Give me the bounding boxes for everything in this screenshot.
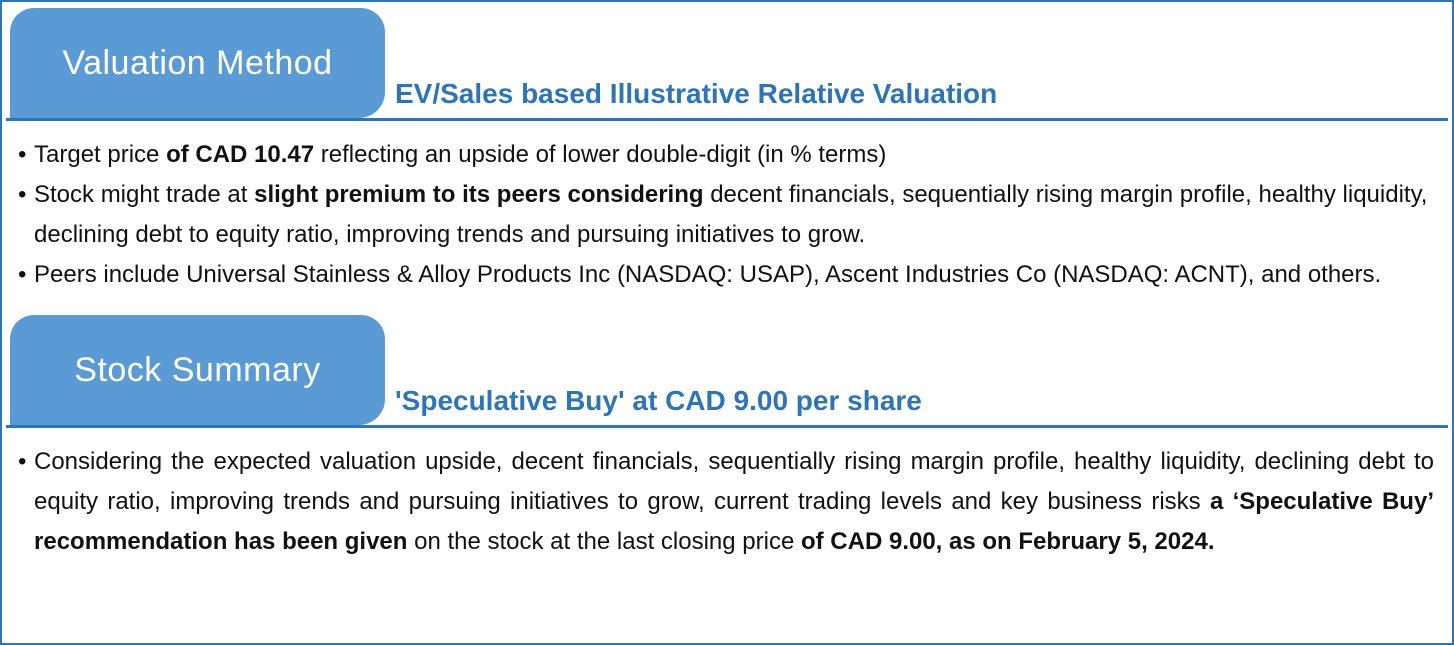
bullet-marker: •: [18, 181, 27, 208]
valuation-bullet-list: • Target price of CAD 10.47 reflecting a…: [2, 121, 1452, 301]
text-segment: Stock might trade at: [34, 181, 255, 208]
stock-summary-tab-label: Stock Summary: [74, 350, 321, 389]
bullet-marker: •: [18, 448, 27, 475]
text-segment: reflecting an upside of lower double-dig…: [314, 141, 887, 168]
text-segment: on the stock at the last closing price: [407, 528, 801, 555]
bullet-target-price: • Target price of CAD 10.47 reflecting a…: [18, 135, 1434, 175]
bullet-marker: •: [18, 261, 27, 288]
text-segment: Considering the expected valuation upsid…: [34, 448, 1434, 515]
bullet-peers-list: • Peers include Universal Stainless & Al…: [18, 255, 1434, 295]
valuation-method-tab-label: Valuation Method: [62, 43, 333, 82]
bullet-recommendation-text: Considering the expected valuation upsid…: [34, 442, 1434, 562]
text-segment: Peers include Universal Stainless & Allo…: [34, 261, 1382, 288]
valuation-method-tab: Valuation Method: [10, 8, 385, 118]
summary-header-divider: [6, 425, 1448, 428]
valuation-header-divider: [6, 118, 1448, 121]
text-segment-bold: slight premium to its peers considering: [254, 181, 704, 208]
text-segment: decent financials, sequentially rising m…: [34, 181, 1428, 248]
stock-summary-subtitle: 'Speculative Buy' at CAD 9.00 per share: [395, 385, 922, 416]
bullet-peer-premium-text: Stock might trade at slight premium to i…: [34, 175, 1434, 255]
bullet-peers-list-text: Peers include Universal Stainless & Allo…: [34, 255, 1434, 295]
text-segment: Target price: [34, 141, 167, 168]
bullet-recommendation: • Considering the expected valuation ups…: [18, 442, 1434, 562]
bullet-marker: •: [18, 141, 27, 168]
valuation-method-section: Valuation Method EV/Sales based Illustra…: [2, 8, 1452, 301]
valuation-method-subtitle: EV/Sales based Illustrative Relative Val…: [395, 78, 998, 109]
stock-summary-section: Stock Summary 'Speculative Buy' at CAD 9…: [2, 315, 1452, 568]
stock-summary-header: Stock Summary 'Speculative Buy' at CAD 9…: [10, 315, 1444, 425]
text-segment-bold: of CAD 9.00, as on February 5, 2024.: [800, 528, 1215, 555]
valuation-method-header: Valuation Method EV/Sales based Illustra…: [10, 8, 1444, 118]
bullet-peer-premium: • Stock might trade at slight premium to…: [18, 175, 1434, 255]
summary-bullet-list: • Considering the expected valuation ups…: [2, 428, 1452, 568]
bullet-target-price-text: Target price of CAD 10.47 reflecting an …: [34, 135, 1434, 175]
stock-summary-tab: Stock Summary: [10, 315, 385, 425]
text-segment-bold: of CAD 10.47: [166, 141, 315, 168]
text-segment-bold: a ‘Speculative Buy’ recommendation has b…: [34, 488, 1434, 555]
